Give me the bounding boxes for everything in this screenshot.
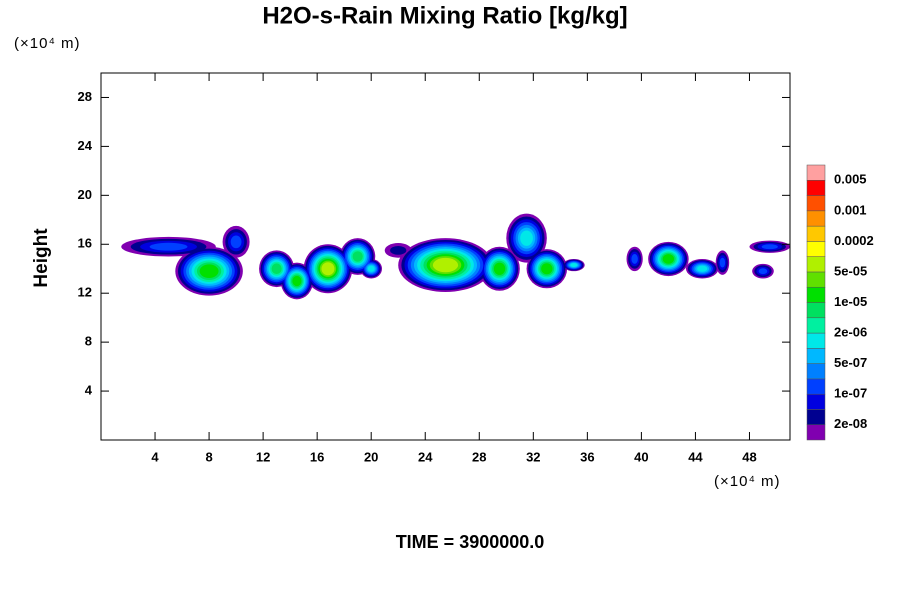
contour-ring — [520, 230, 533, 246]
colorbar-box — [806, 363, 826, 380]
colorbar-label: 2e-08 — [834, 416, 867, 431]
colorbar-box — [806, 348, 826, 364]
colorbar-box — [806, 393, 826, 410]
contour-ring — [199, 264, 219, 279]
colorbar-label: 2e-06 — [834, 324, 867, 339]
y-tick-label: 20 — [78, 187, 92, 202]
x-tick-label: 36 — [580, 449, 594, 464]
colorbar-box — [806, 302, 826, 319]
contour-ring — [662, 254, 675, 264]
y-tick-label: 4 — [85, 383, 93, 398]
contour-field — [121, 213, 790, 300]
x-tick-label: 48 — [742, 449, 756, 464]
x-tick-label: 16 — [310, 449, 324, 464]
contour-ring — [321, 262, 335, 276]
x-tick-label: 28 — [472, 449, 486, 464]
contour-ring — [631, 254, 638, 264]
colorbar-label: 1e-07 — [834, 386, 867, 401]
colorbar-box — [806, 332, 826, 349]
contour-ring — [149, 242, 188, 251]
colorbar-box — [806, 409, 826, 425]
colorbar-label: 0.0002 — [834, 233, 874, 248]
x-tick-label: 4 — [151, 449, 159, 464]
colorbar-label: 5e-05 — [834, 263, 867, 278]
x-tick-label: 20 — [364, 449, 378, 464]
contour-ring — [758, 268, 768, 275]
y-tick-label: 8 — [85, 334, 92, 349]
colorbar-box — [806, 256, 826, 273]
time-label: TIME = 3900000.0 — [396, 532, 545, 552]
colorbar-box — [806, 225, 826, 242]
colorbar-box — [806, 210, 826, 227]
colorbar-label: 5e-07 — [834, 355, 867, 370]
x-tick-label: 8 — [205, 449, 212, 464]
colorbar-box — [806, 424, 826, 441]
x-tick-label: 24 — [418, 449, 433, 464]
contour-ring — [761, 244, 778, 250]
colorbar-box — [806, 378, 826, 395]
colorbar-box — [806, 286, 826, 303]
y-tick-label: 16 — [78, 236, 92, 251]
x-tick-label: 40 — [634, 449, 648, 464]
contour-ring — [493, 262, 506, 275]
colorbar-box — [806, 195, 826, 212]
contour-ring — [570, 263, 578, 267]
y-tick-label: 28 — [78, 89, 92, 104]
colorbar-box — [806, 241, 826, 257]
y-unit: (×10⁴ m) — [14, 35, 81, 52]
x-tick-label: 44 — [688, 449, 703, 464]
contour-ring — [367, 265, 375, 272]
y-axis-label: Height — [31, 228, 52, 288]
colorbar-box — [806, 164, 826, 181]
contour-ring — [352, 251, 363, 262]
plot-frame — [100, 72, 791, 441]
contour-ring — [697, 265, 708, 272]
contour-ring — [390, 245, 407, 255]
colorbar-box — [806, 180, 826, 196]
x-unit: (×10⁴ m) — [714, 473, 781, 490]
colorbar-label: 0.001 — [834, 202, 867, 217]
colorbar-box — [806, 317, 826, 334]
contour-ring — [541, 263, 553, 275]
contour-ring — [432, 257, 459, 273]
x-tick-label: 32 — [526, 449, 540, 464]
chart-title: H2O-s-Rain Mixing Ratio [kg/kg] — [262, 2, 627, 29]
contour-ring — [230, 235, 242, 249]
contour-ring — [719, 257, 726, 268]
colorbar-label: 0.005 — [834, 172, 867, 187]
y-tick-label: 12 — [78, 285, 92, 300]
contour-ring — [292, 275, 302, 287]
x-tick-label: 12 — [256, 449, 270, 464]
colorbar-box — [806, 271, 826, 288]
colorbar-label: 1e-05 — [834, 294, 867, 309]
contour-ring — [271, 263, 282, 275]
y-tick-label: 24 — [78, 138, 93, 153]
